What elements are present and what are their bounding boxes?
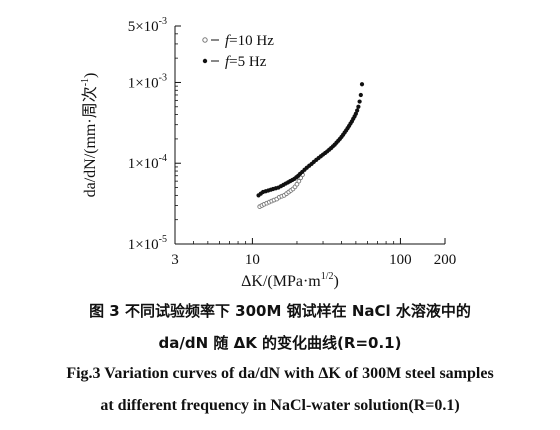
legend-label: f=5 Hz (225, 54, 267, 70)
data-point-f5hz (359, 82, 365, 87)
x-axis-title: ΔK/(MPa·m1/2) (241, 271, 339, 290)
caption-cn-line1: 图 3 不同试验频率下 300M 钢试样在 NaCl 水溶液中的 (89, 302, 471, 320)
y-tick-label: 5×10-3 (128, 16, 167, 35)
y-tick-label: 1×10-4 (128, 153, 167, 172)
legend-label: f=10 Hz (225, 33, 274, 49)
x-tick-label: 100 (389, 252, 412, 268)
caption-en-line2: at different frequency in NaCl-water sol… (100, 397, 460, 414)
data-point-f5hz (357, 99, 362, 104)
caption-cn-line2: da/dN 随 ΔK 的变化曲线(R=0.1) (158, 334, 402, 352)
x-tick-label: 200 (434, 252, 457, 268)
y-tick-exponent: -5 (159, 234, 167, 245)
data-point-f5hz (355, 108, 360, 113)
data-point-f5hz (358, 92, 363, 98)
y-tick-exponent: -3 (159, 72, 167, 83)
caption-en-line1: Fig.3 Variation curves of da/dN with ΔK … (66, 365, 494, 382)
x-tick-label: 3 (171, 252, 179, 268)
y-tick-label: 1×10-5 (128, 234, 167, 253)
legend-marker (202, 58, 208, 64)
y-axis-title: da/dN/(mm·周次-1) (80, 73, 99, 198)
y-tick-label: 1×10-3 (128, 72, 167, 91)
data-point-f5hz (353, 111, 358, 116)
y-tick-exponent: -3 (159, 16, 167, 27)
legend-marker (202, 37, 208, 43)
x-tick-label: 10 (245, 252, 260, 268)
y-tick-exponent: -4 (159, 153, 167, 164)
data-point-f5hz (356, 104, 361, 109)
fatigue-crack-growth-chart: 3 10 100 200 1×10-5 1×10-4 1×10-3 5×10-3 ΔK/(MPa… (80, 16, 457, 290)
